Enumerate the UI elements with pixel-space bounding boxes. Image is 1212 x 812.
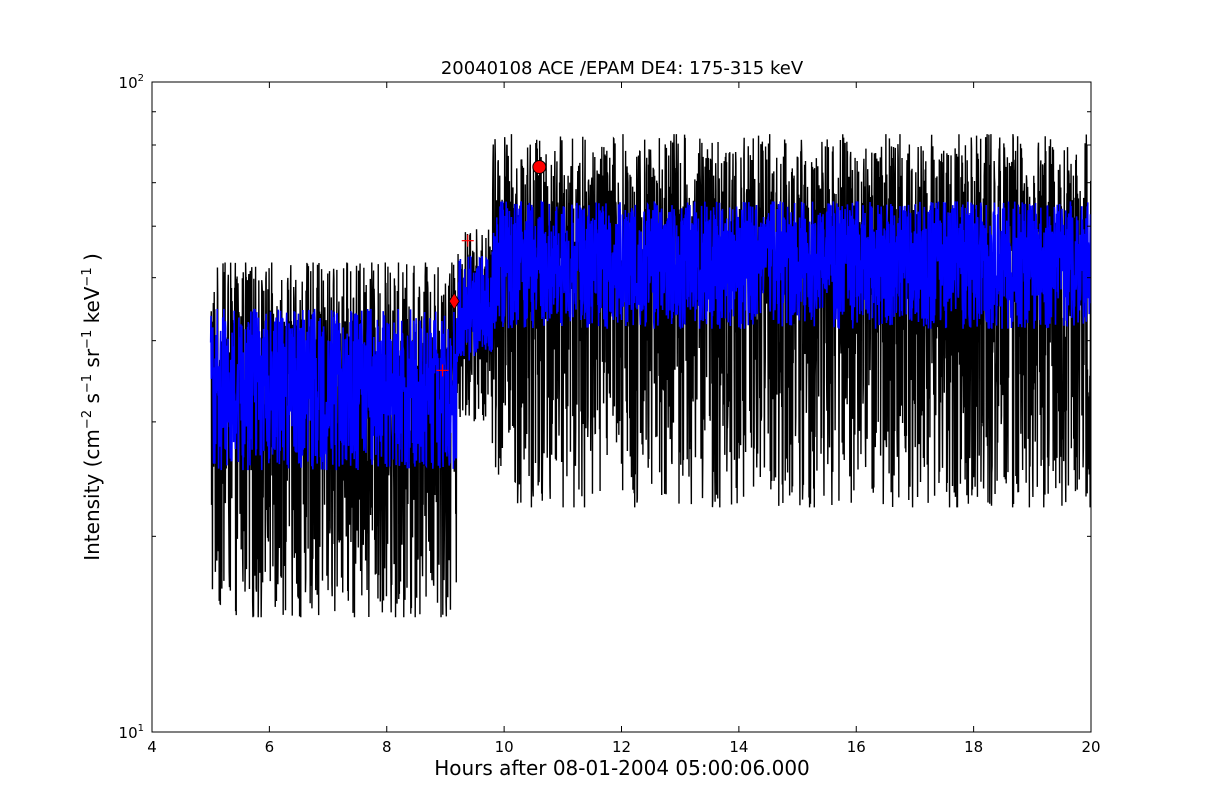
marker-layer: [436, 159, 547, 377]
y-tick-label: 102: [119, 73, 144, 92]
x-tick-label: 6: [265, 738, 275, 756]
y-axis-label-exp3: −1: [80, 330, 95, 349]
y-axis-label-base: Intensity (cm: [80, 429, 104, 561]
marker-plus-2: [461, 234, 474, 247]
marker-diamond: [448, 292, 460, 310]
y-axis-label-mid2: sr: [80, 348, 104, 374]
series-line-2: [209, 200, 1092, 471]
x-tick-label: 10: [495, 738, 514, 756]
y-axis-label-exp2: −1: [80, 374, 95, 393]
y-axis-label-exp1: −2: [80, 410, 95, 429]
plot-area: [151, 81, 1092, 733]
x-tick-label: 8: [382, 738, 392, 756]
marker-circle: [532, 159, 547, 174]
series-layer: [209, 134, 1092, 618]
y-axis-label-mid3: keV: [80, 286, 104, 330]
marker-plus-3: [436, 364, 449, 377]
x-tick-label: 16: [847, 738, 866, 756]
chart-title: 20040108 ACE /EPAM DE4: 175-315 keV: [441, 58, 804, 79]
y-tick-label: 101: [119, 723, 144, 742]
x-tick-label: 18: [964, 738, 983, 756]
x-tick-label: 14: [729, 738, 748, 756]
x-axis-label: Hours after 08-01-2004 05:00:06.000: [434, 756, 810, 780]
x-tick-label: 12: [612, 738, 631, 756]
y-axis-label-mid1: s: [80, 393, 104, 410]
x-axis-ticks: 4 6 8 10 12 14 16 18 20: [147, 82, 1101, 756]
x-tick-label: 4: [147, 738, 157, 756]
y-axis-label-exp4: −1: [80, 267, 95, 286]
x-tick-label: 20: [1081, 738, 1100, 756]
y-axis-label-end: ): [80, 253, 104, 267]
y-axis-label: Intensity (cm−2 s−1 sr−1 keV−1 ): [80, 253, 104, 561]
y-axis-ticks: 101 102: [119, 73, 1091, 742]
